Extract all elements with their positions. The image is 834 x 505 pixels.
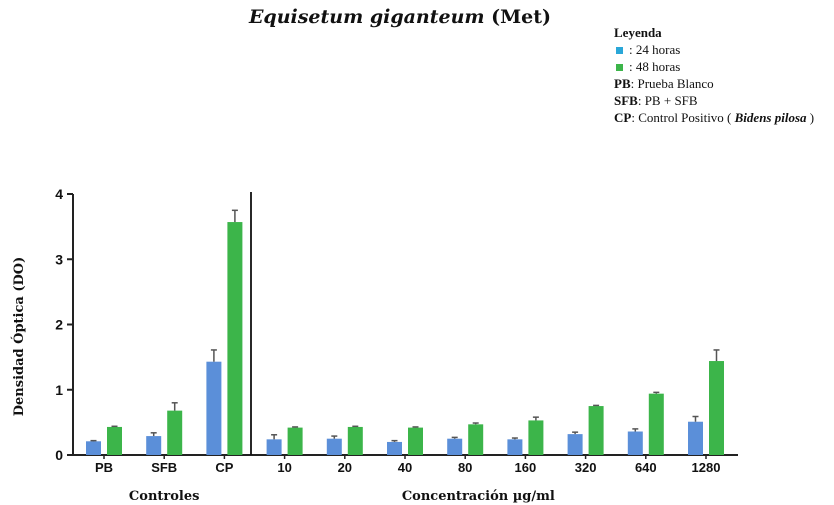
y-tick-label: 2 [55, 317, 63, 333]
y-tick-label: 0 [55, 447, 63, 463]
chart-title-species: Equisetum giganteum [248, 6, 485, 28]
y-tick-label: 3 [55, 251, 63, 267]
legend-text-sfb: : PB + SFB [637, 93, 698, 108]
legend-def-pb: PB: Prueba Blanco [614, 75, 834, 92]
x-tick-label: 20 [338, 460, 352, 475]
x-tick-label: CP [215, 460, 233, 475]
y-tick-label: 4 [55, 186, 63, 202]
group-label-controles: Controles [129, 489, 200, 504]
legend-def-sfb: SFB: PB + SFB [614, 92, 834, 109]
bar [326, 438, 342, 455]
bar [588, 406, 604, 455]
bar [567, 434, 583, 455]
chart-title-extract: (Met) [491, 6, 552, 28]
legend-abbr-sfb: SFB [614, 93, 638, 108]
legend-text-cp: : Control Positivo ( [631, 110, 735, 125]
legend-swatch-48h [616, 64, 623, 71]
bar [146, 436, 162, 455]
legend-swatch-24h [616, 47, 623, 54]
legend-text-pb: : Prueba Blanco [630, 76, 714, 91]
bar [287, 427, 303, 455]
x-tick-label: 160 [515, 460, 537, 475]
bar [627, 431, 643, 455]
legend-species-cp: Bidens pilosa [734, 110, 807, 125]
bar [206, 361, 222, 455]
x-tick-label: SFB [151, 460, 177, 475]
x-tick-label: 1280 [692, 460, 721, 475]
legend-entry-24h: : 24 horas [614, 41, 834, 58]
bar [507, 439, 523, 455]
x-tick-label: 80 [458, 460, 472, 475]
legend-title: Leyenda [614, 25, 662, 40]
bar [107, 426, 122, 455]
legend-def-cp: CP: Control Positivo ( Bidens pilosa ) [614, 109, 834, 126]
legend-entry-48h: : 48 horas [614, 58, 834, 75]
bar [648, 393, 664, 455]
x-tick-label: 40 [398, 460, 412, 475]
bar [468, 424, 484, 455]
x-tick-label: 640 [635, 460, 657, 475]
bar [688, 421, 703, 455]
chart-title: Equisetum giganteum (Met) [240, 6, 560, 28]
legend-abbr-pb: PB [614, 76, 631, 91]
bars [86, 209, 724, 455]
bar [227, 222, 243, 455]
bar [408, 427, 423, 455]
x-tick-label: 320 [575, 460, 597, 475]
y-axis-label: Densidad Óptica (DO) [10, 257, 27, 417]
bar [528, 420, 544, 455]
x-tick-label: PB [95, 460, 113, 475]
legend-close-cp: ) [806, 110, 815, 125]
x-tick-label: 10 [277, 460, 291, 475]
labels: 0 1 2 3 4 Densidad Óptica (DO) PB SFB CP 10 20 40 80… [10, 186, 720, 504]
y-tick-label: 1 [55, 382, 63, 398]
bar [347, 426, 363, 455]
legend-label-48h: : 48 horas [629, 59, 681, 74]
axes [67, 192, 738, 459]
legend-label-24h: : 24 horas [629, 42, 681, 57]
bar [447, 438, 463, 455]
legend-abbr-cp: CP [614, 110, 632, 125]
legend: Leyenda : 24 horas : 48 horas PB: Prueba… [614, 24, 834, 126]
bar [167, 410, 183, 455]
group-label-concentracion: Concentración µg/ml [402, 489, 555, 504]
bar [266, 439, 282, 455]
bar [387, 441, 402, 455]
bar [709, 361, 724, 455]
bar [86, 441, 101, 455]
